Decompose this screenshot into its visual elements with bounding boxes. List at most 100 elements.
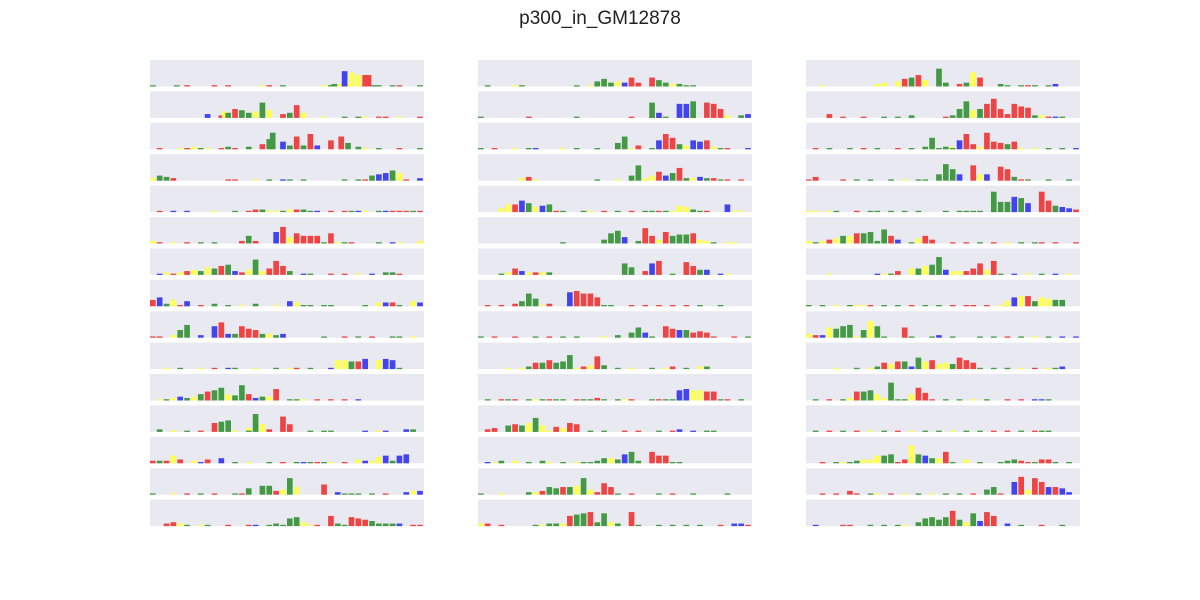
logo-bar	[1011, 273, 1018, 275]
logo-bar	[382, 523, 389, 527]
logo-bar	[280, 333, 286, 338]
logo-bar	[259, 271, 266, 275]
logo-bar	[225, 85, 231, 87]
logo-bar	[717, 524, 724, 527]
logo-bar	[662, 367, 669, 370]
logo-bar	[211, 242, 218, 244]
logo-bar	[847, 397, 853, 401]
logo-bar	[170, 430, 177, 432]
logo-bar	[656, 430, 662, 432]
logo-bar	[280, 462, 286, 464]
logo-bar	[915, 179, 922, 181]
track-panel	[806, 405, 1080, 432]
logo-bar	[403, 210, 410, 213]
logo-bar	[355, 210, 362, 213]
logo-bar	[211, 390, 218, 401]
logo-bar	[170, 273, 177, 275]
logo-bar	[259, 424, 266, 432]
logo-bar	[150, 336, 156, 338]
logo-bar	[594, 297, 601, 307]
logo-bar	[567, 292, 573, 307]
logo-bar	[1032, 336, 1038, 338]
logo-bar	[328, 305, 334, 307]
logo-bar	[738, 115, 744, 118]
logo-bar	[396, 148, 403, 150]
logo-bar	[731, 523, 738, 527]
logo-bar	[287, 179, 293, 181]
logo-bar	[738, 399, 744, 401]
logo-bar	[280, 265, 286, 275]
logo-bar	[546, 399, 553, 401]
track-panel	[806, 374, 1080, 401]
logo-bar	[936, 335, 942, 338]
logo-bar	[376, 242, 382, 244]
logo-bar	[376, 85, 382, 87]
logo-bar	[218, 421, 225, 432]
logo-bar	[1038, 430, 1045, 432]
logo-bar	[949, 146, 956, 150]
logo-bar	[662, 175, 669, 181]
logo-bar	[232, 271, 238, 275]
logo-bar	[1032, 462, 1038, 464]
logo-bar	[710, 242, 717, 244]
logo-bar	[853, 210, 860, 213]
logo-bar	[355, 273, 362, 275]
logo-bar	[156, 148, 163, 150]
logo-bar	[615, 523, 621, 527]
logo-bar	[895, 462, 901, 464]
logo-bar	[221, 111, 228, 118]
logo-bar	[704, 140, 710, 150]
logo-bar	[218, 458, 225, 464]
logo-bar	[710, 336, 717, 338]
logo-bar	[874, 273, 881, 275]
logo-bar	[539, 399, 546, 401]
logo-bar	[197, 148, 204, 150]
logo-bar	[170, 178, 177, 181]
logo-bar	[662, 326, 669, 338]
logo-bar	[676, 429, 683, 432]
logo-bar	[396, 273, 403, 275]
logo-bar	[266, 485, 273, 495]
logo-bar	[745, 148, 751, 150]
logo-bar	[956, 493, 963, 495]
logo-bar	[867, 524, 874, 527]
logo-bar	[484, 85, 491, 87]
logo-bar	[389, 336, 396, 338]
logo-bar	[287, 145, 293, 150]
logo-bar	[484, 305, 491, 307]
logo-bar	[225, 524, 231, 527]
logo-bar	[266, 429, 273, 432]
logo-bar	[895, 148, 901, 150]
logo-bar	[341, 524, 348, 527]
logo-bar	[417, 85, 423, 87]
logo-bar	[170, 455, 177, 464]
logo-bar	[417, 240, 423, 244]
logo-bar	[211, 422, 218, 432]
logo-bar	[963, 459, 970, 464]
logo-bar	[860, 116, 867, 118]
logo-bar	[376, 430, 382, 432]
logo-bar	[184, 85, 190, 87]
logo-bar	[1004, 430, 1011, 432]
logo-bar	[628, 512, 635, 527]
logo-bar	[881, 82, 887, 87]
logo-bar	[245, 328, 252, 338]
logo-bar	[963, 305, 970, 307]
logo-bar	[280, 85, 286, 87]
logo-bar	[840, 524, 846, 527]
logo-bar	[656, 239, 662, 244]
logo-bar	[997, 305, 1004, 307]
logo-bar	[389, 170, 396, 181]
logo-bar	[580, 399, 587, 401]
logo-bar	[328, 210, 334, 213]
logo-bar	[990, 98, 997, 118]
logo-bar	[690, 430, 696, 432]
logo-bar	[1004, 460, 1011, 464]
logo-bar	[1059, 148, 1066, 150]
logo-bar	[922, 392, 929, 401]
logo-bar	[922, 179, 929, 181]
logo-bar	[1052, 299, 1059, 307]
logo-bar	[1018, 399, 1024, 401]
logo-bar	[724, 273, 731, 275]
logo-bar	[1018, 106, 1024, 118]
